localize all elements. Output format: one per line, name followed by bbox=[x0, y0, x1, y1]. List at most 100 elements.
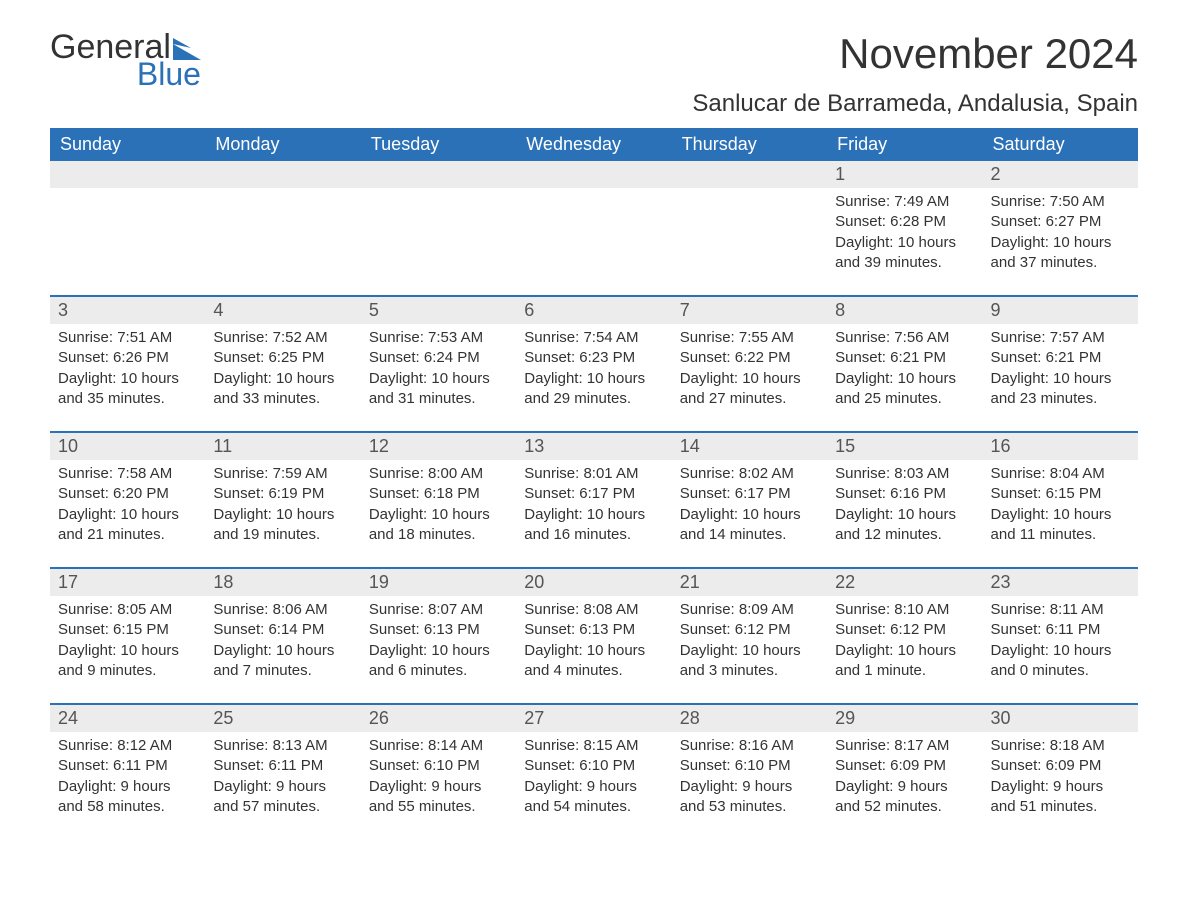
sunrise: Sunrise: 7:59 AM bbox=[213, 464, 352, 484]
day-info: Sunrise: 8:09 AMSunset: 6:12 PMDaylight:… bbox=[672, 596, 827, 683]
day-info: Sunrise: 7:50 AMSunset: 6:27 PMDaylight:… bbox=[983, 188, 1138, 275]
day-number: 30 bbox=[983, 705, 1138, 732]
sunset: Sunset: 6:25 PM bbox=[213, 348, 352, 368]
calendar-cell: 25Sunrise: 8:13 AMSunset: 6:11 PMDayligh… bbox=[205, 705, 360, 825]
daylight: Daylight: 10 hours and 37 minutes. bbox=[991, 233, 1130, 274]
calendar-cell: 10Sunrise: 7:58 AMSunset: 6:20 PMDayligh… bbox=[50, 433, 205, 553]
daylight: Daylight: 10 hours and 21 minutes. bbox=[58, 505, 197, 546]
sunrise: Sunrise: 8:15 AM bbox=[524, 736, 663, 756]
calendar-cell: 4Sunrise: 7:52 AMSunset: 6:25 PMDaylight… bbox=[205, 297, 360, 417]
daylight: Daylight: 9 hours and 51 minutes. bbox=[991, 777, 1130, 818]
daylight: Daylight: 10 hours and 14 minutes. bbox=[680, 505, 819, 546]
calendar-cell: 3Sunrise: 7:51 AMSunset: 6:26 PMDaylight… bbox=[50, 297, 205, 417]
calendar-cell: 22Sunrise: 8:10 AMSunset: 6:12 PMDayligh… bbox=[827, 569, 982, 689]
calendar-week: 17Sunrise: 8:05 AMSunset: 6:15 PMDayligh… bbox=[50, 567, 1138, 689]
sunset: Sunset: 6:14 PM bbox=[213, 620, 352, 640]
calendar-cell: 14Sunrise: 8:02 AMSunset: 6:17 PMDayligh… bbox=[672, 433, 827, 553]
daylight: Daylight: 10 hours and 6 minutes. bbox=[369, 641, 508, 682]
logo-text-blue: Blue bbox=[137, 58, 201, 90]
day-info: Sunrise: 8:02 AMSunset: 6:17 PMDaylight:… bbox=[672, 460, 827, 547]
sunrise: Sunrise: 7:57 AM bbox=[991, 328, 1130, 348]
day-info: Sunrise: 7:54 AMSunset: 6:23 PMDaylight:… bbox=[516, 324, 671, 411]
calendar-cell: 20Sunrise: 8:08 AMSunset: 6:13 PMDayligh… bbox=[516, 569, 671, 689]
day-number: 29 bbox=[827, 705, 982, 732]
calendar-cell: 26Sunrise: 8:14 AMSunset: 6:10 PMDayligh… bbox=[361, 705, 516, 825]
day-number: 27 bbox=[516, 705, 671, 732]
daylight: Daylight: 10 hours and 18 minutes. bbox=[369, 505, 508, 546]
sunset: Sunset: 6:18 PM bbox=[369, 484, 508, 504]
calendar-cell: 12Sunrise: 8:00 AMSunset: 6:18 PMDayligh… bbox=[361, 433, 516, 553]
sunset: Sunset: 6:24 PM bbox=[369, 348, 508, 368]
day-info: Sunrise: 7:56 AMSunset: 6:21 PMDaylight:… bbox=[827, 324, 982, 411]
sunrise: Sunrise: 7:49 AM bbox=[835, 192, 974, 212]
day-number: 2 bbox=[983, 161, 1138, 188]
sunrise: Sunrise: 8:18 AM bbox=[991, 736, 1130, 756]
sunrise: Sunrise: 8:10 AM bbox=[835, 600, 974, 620]
daylight: Daylight: 10 hours and 31 minutes. bbox=[369, 369, 508, 410]
calendar-cell: 2Sunrise: 7:50 AMSunset: 6:27 PMDaylight… bbox=[983, 161, 1138, 281]
sunrise: Sunrise: 8:07 AM bbox=[369, 600, 508, 620]
day-info: Sunrise: 8:00 AMSunset: 6:18 PMDaylight:… bbox=[361, 460, 516, 547]
day-number: 22 bbox=[827, 569, 982, 596]
day-number: 7 bbox=[672, 297, 827, 324]
sunset: Sunset: 6:13 PM bbox=[369, 620, 508, 640]
day-number: 26 bbox=[361, 705, 516, 732]
calendar-week: 1Sunrise: 7:49 AMSunset: 6:28 PMDaylight… bbox=[50, 161, 1138, 281]
daylight: Daylight: 9 hours and 55 minutes. bbox=[369, 777, 508, 818]
daylight: Daylight: 9 hours and 57 minutes. bbox=[213, 777, 352, 818]
sunset: Sunset: 6:23 PM bbox=[524, 348, 663, 368]
sunset: Sunset: 6:26 PM bbox=[58, 348, 197, 368]
daylight: Daylight: 10 hours and 9 minutes. bbox=[58, 641, 197, 682]
sunset: Sunset: 6:12 PM bbox=[680, 620, 819, 640]
daylight: Daylight: 10 hours and 25 minutes. bbox=[835, 369, 974, 410]
daylight: Daylight: 10 hours and 12 minutes. bbox=[835, 505, 974, 546]
day-number: 21 bbox=[672, 569, 827, 596]
daylight: Daylight: 10 hours and 1 minute. bbox=[835, 641, 974, 682]
day-info: Sunrise: 8:01 AMSunset: 6:17 PMDaylight:… bbox=[516, 460, 671, 547]
day-info: Sunrise: 8:10 AMSunset: 6:12 PMDaylight:… bbox=[827, 596, 982, 683]
calendar-cell: 5Sunrise: 7:53 AMSunset: 6:24 PMDaylight… bbox=[361, 297, 516, 417]
daylight: Daylight: 10 hours and 23 minutes. bbox=[991, 369, 1130, 410]
day-number: 18 bbox=[205, 569, 360, 596]
weekday-col: Saturday bbox=[983, 128, 1138, 161]
sunset: Sunset: 6:13 PM bbox=[524, 620, 663, 640]
sunset: Sunset: 6:16 PM bbox=[835, 484, 974, 504]
calendar-cell: 23Sunrise: 8:11 AMSunset: 6:11 PMDayligh… bbox=[983, 569, 1138, 689]
sunset: Sunset: 6:27 PM bbox=[991, 212, 1130, 232]
day-number: 1 bbox=[827, 161, 982, 188]
day-number: 17 bbox=[50, 569, 205, 596]
day-number bbox=[205, 161, 360, 188]
sunrise: Sunrise: 7:54 AM bbox=[524, 328, 663, 348]
sunrise: Sunrise: 8:05 AM bbox=[58, 600, 197, 620]
daylight: Daylight: 10 hours and 4 minutes. bbox=[524, 641, 663, 682]
day-number: 14 bbox=[672, 433, 827, 460]
daylight: Daylight: 10 hours and 7 minutes. bbox=[213, 641, 352, 682]
sunrise: Sunrise: 8:04 AM bbox=[991, 464, 1130, 484]
calendar-cell: 18Sunrise: 8:06 AMSunset: 6:14 PMDayligh… bbox=[205, 569, 360, 689]
sunrise: Sunrise: 7:58 AM bbox=[58, 464, 197, 484]
sunrise: Sunrise: 8:02 AM bbox=[680, 464, 819, 484]
sunrise: Sunrise: 8:16 AM bbox=[680, 736, 819, 756]
daylight: Daylight: 10 hours and 27 minutes. bbox=[680, 369, 819, 410]
day-number: 20 bbox=[516, 569, 671, 596]
day-info: Sunrise: 8:04 AMSunset: 6:15 PMDaylight:… bbox=[983, 460, 1138, 547]
day-number: 11 bbox=[205, 433, 360, 460]
calendar-cell: 8Sunrise: 7:56 AMSunset: 6:21 PMDaylight… bbox=[827, 297, 982, 417]
sunrise: Sunrise: 8:09 AM bbox=[680, 600, 819, 620]
day-number bbox=[361, 161, 516, 188]
sunset: Sunset: 6:10 PM bbox=[369, 756, 508, 776]
day-info: Sunrise: 7:49 AMSunset: 6:28 PMDaylight:… bbox=[827, 188, 982, 275]
sunset: Sunset: 6:11 PM bbox=[991, 620, 1130, 640]
day-number: 25 bbox=[205, 705, 360, 732]
day-number bbox=[516, 161, 671, 188]
weekday-col: Monday bbox=[205, 128, 360, 161]
sunset: Sunset: 6:12 PM bbox=[835, 620, 974, 640]
day-number: 12 bbox=[361, 433, 516, 460]
day-info: Sunrise: 8:07 AMSunset: 6:13 PMDaylight:… bbox=[361, 596, 516, 683]
day-info: Sunrise: 8:14 AMSunset: 6:10 PMDaylight:… bbox=[361, 732, 516, 819]
daylight: Daylight: 10 hours and 11 minutes. bbox=[991, 505, 1130, 546]
daylight: Daylight: 10 hours and 3 minutes. bbox=[680, 641, 819, 682]
day-info: Sunrise: 8:05 AMSunset: 6:15 PMDaylight:… bbox=[50, 596, 205, 683]
day-number: 4 bbox=[205, 297, 360, 324]
calendar-week: 3Sunrise: 7:51 AMSunset: 6:26 PMDaylight… bbox=[50, 295, 1138, 417]
